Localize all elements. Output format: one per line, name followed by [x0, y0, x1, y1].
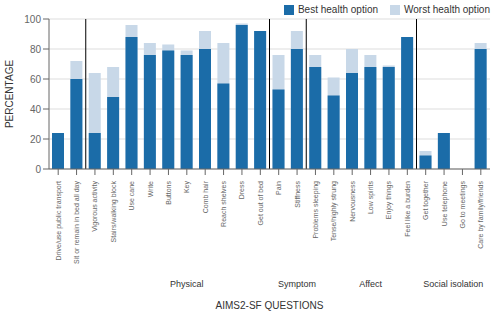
svg-text:Buttons: Buttons — [165, 181, 172, 205]
svg-text:Stiffness: Stiffness — [294, 181, 301, 208]
svg-text:Sit or remain in bed all day: Sit or remain in bed all day — [73, 181, 81, 264]
svg-text:Reach shelves: Reach shelves — [220, 181, 227, 227]
svg-text:Tense/highly strung: Tense/highly strung — [330, 181, 338, 241]
svg-text:Stairs/walking block: Stairs/walking block — [110, 181, 118, 243]
svg-text:40: 40 — [30, 104, 42, 115]
svg-text:AIMS2-SF QUESTIONS: AIMS2-SF QUESTIONS — [216, 300, 324, 311]
html-text:Worst health option: Worst health option — [404, 4, 490, 15]
svg-text:Get together: Get together — [422, 180, 430, 220]
svg-text:Enjoy things: Enjoy things — [385, 181, 393, 220]
svg-text:Vigorous activity: Vigorous activity — [91, 181, 99, 232]
svg-text:80: 80 — [30, 44, 42, 55]
svg-text:Comb hair: Comb hair — [202, 180, 209, 213]
svg-text:PERCENTAGE: PERCENTAGE — [8, 60, 15, 128]
svg-text:Pain: Pain — [275, 181, 282, 195]
svg-text:Dress: Dress — [238, 181, 245, 200]
svg-text:Key: Key — [183, 181, 191, 194]
svg-text:Go to meetings: Go to meetings — [459, 181, 467, 229]
svg-text:0: 0 — [35, 164, 41, 175]
svg-text:Get out of bed: Get out of bed — [257, 181, 264, 225]
svg-text:Social isolation: Social isolation — [423, 279, 483, 289]
svg-text:Problems sleeping: Problems sleeping — [312, 181, 320, 239]
svg-text:Drive/use public transport: Drive/use public transport — [55, 181, 63, 260]
svg-text:Use cane: Use cane — [128, 181, 135, 211]
svg-text:Use telephone: Use telephone — [441, 181, 449, 226]
svg-text:60: 60 — [30, 74, 42, 85]
html-text:Best health option: Best health option — [298, 4, 378, 15]
svg-text:Affect: Affect — [359, 279, 382, 289]
svg-text:Symptom: Symptom — [278, 279, 316, 289]
svg-text:Low spirits: Low spirits — [367, 181, 375, 215]
svg-text:100: 100 — [24, 14, 41, 25]
svg-text:Feel like a burden: Feel like a burden — [404, 181, 411, 237]
svg-text:20: 20 — [30, 134, 42, 145]
svg-text:Physical: Physical — [170, 279, 204, 289]
svg-text:Nervousness: Nervousness — [349, 181, 356, 222]
svg-text:Write: Write — [147, 181, 154, 197]
svg-text:Care by family/friends: Care by family/friends — [477, 181, 485, 249]
